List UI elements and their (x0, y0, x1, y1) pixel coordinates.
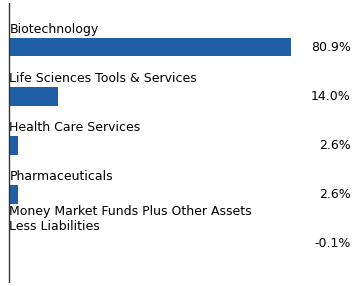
Text: Pharmaceuticals: Pharmaceuticals (9, 170, 113, 183)
Text: 2.6%: 2.6% (319, 188, 351, 201)
Text: 2.6%: 2.6% (319, 139, 351, 152)
Text: Money Market Funds Plus Other Assets
Less Liabilities: Money Market Funds Plus Other Assets Les… (9, 204, 252, 233)
FancyBboxPatch shape (9, 185, 18, 204)
Text: -0.1%: -0.1% (314, 237, 351, 250)
FancyBboxPatch shape (9, 136, 18, 155)
Text: Life Sciences Tools & Services: Life Sciences Tools & Services (9, 72, 197, 85)
Text: 80.9%: 80.9% (311, 41, 351, 53)
Text: Biotechnology: Biotechnology (9, 23, 99, 36)
FancyBboxPatch shape (9, 87, 58, 106)
Text: 14.0%: 14.0% (311, 90, 351, 103)
FancyBboxPatch shape (9, 38, 291, 56)
Text: Health Care Services: Health Care Services (9, 121, 141, 134)
